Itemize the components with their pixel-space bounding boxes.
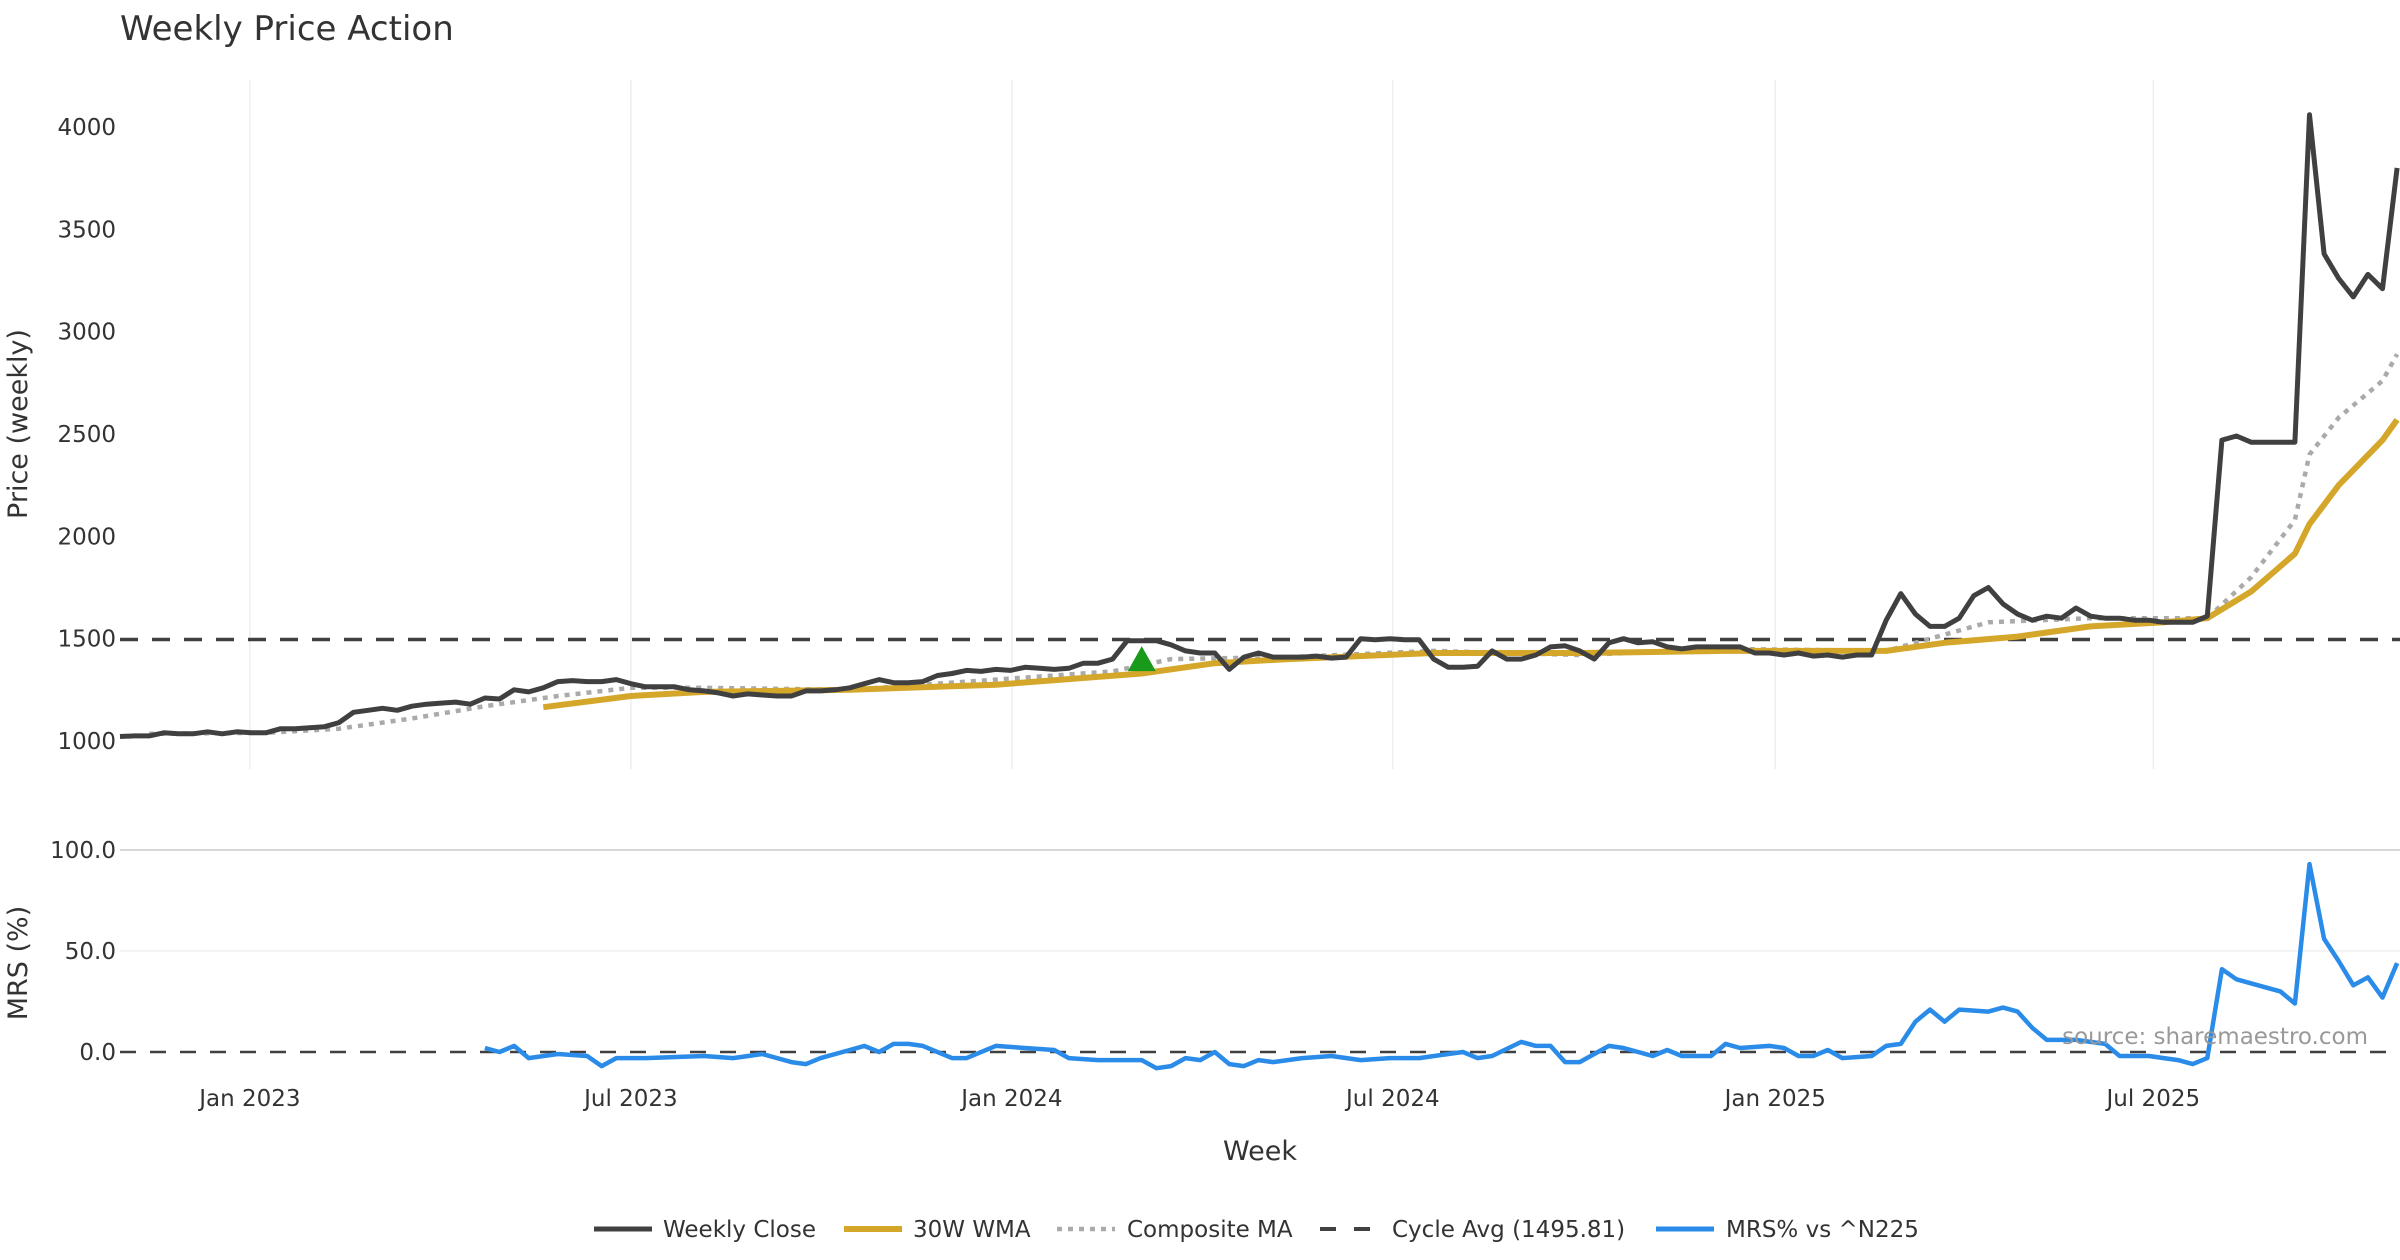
x-tick-label: Jul 2024 [1344,1086,1440,1112]
x-tick-label: Jan 2024 [959,1086,1062,1112]
x-tick-label: Jul 2025 [2105,1086,2201,1112]
x-ticks: Jan 2023 Jul 2023 Jan 2024 Jul 2024 Jan 2025… [197,1086,2200,1112]
weekly-close-line [119,112,2400,739]
legend-label: Composite MA [1127,1217,1293,1243]
legend-item-30w-wma[interactable]: 30W WMA [844,1217,1031,1243]
y-tick-label: 1000 [57,729,116,755]
y-tick-label: 4000 [57,115,116,141]
buy-signal-triangle-marker [1127,646,1156,672]
source-label: source: sharemaestro.com [2062,1024,2368,1050]
y-tick-label: 1500 [57,627,116,653]
legend-item-composite-ma[interactable]: Composite MA [1057,1217,1293,1243]
mrs-series [484,861,2400,1071]
chart-title: Weekly Price Action [120,9,454,49]
y-tick-label: 3500 [57,217,116,243]
price-y-axis-title: Price (weekly) [3,329,34,519]
mrs-line [484,861,2400,1071]
y-tick-label: 100.0 [50,838,116,864]
legend-label: Cycle Avg (1495.81) [1392,1217,1625,1243]
price-series [119,112,2400,739]
grid-lines [120,80,2400,1054]
price-y-ticks: 1000 1500 2000 2500 3000 3500 4000 [57,115,116,755]
legend-item-weekly-close[interactable]: Weekly Close [594,1217,816,1243]
y-tick-label: 2500 [57,422,116,448]
mrs-y-axis-title: MRS (%) [3,906,34,1021]
y-tick-label: 50.0 [65,939,116,965]
legend-label: Weekly Close [663,1217,816,1243]
x-tick-label: Jul 2023 [582,1086,678,1112]
y-tick-label: 2000 [57,524,116,550]
x-tick-label: Jan 2023 [197,1086,300,1112]
x-axis-title: Week [1223,1136,1297,1167]
x-tick-label: Jan 2025 [1723,1086,1826,1112]
legend-item-mrs[interactable]: MRS% vs ^N225 [1656,1217,1919,1243]
wma-30w-line [542,417,2400,711]
composite-ma-line [149,353,2400,737]
legend-label: 30W WMA [913,1217,1031,1243]
legend-label: MRS% vs ^N225 [1726,1217,1919,1243]
legend: Weekly Close 30W WMA Composite MA Cycle … [594,1217,1919,1243]
legend-item-cycle-avg[interactable]: Cycle Avg (1495.81) [1320,1217,1625,1243]
y-tick-label: 3000 [57,320,116,346]
mrs-y-ticks: 0.0 50.0 100.0 [50,838,116,1066]
y-tick-label: 0.0 [79,1040,116,1066]
